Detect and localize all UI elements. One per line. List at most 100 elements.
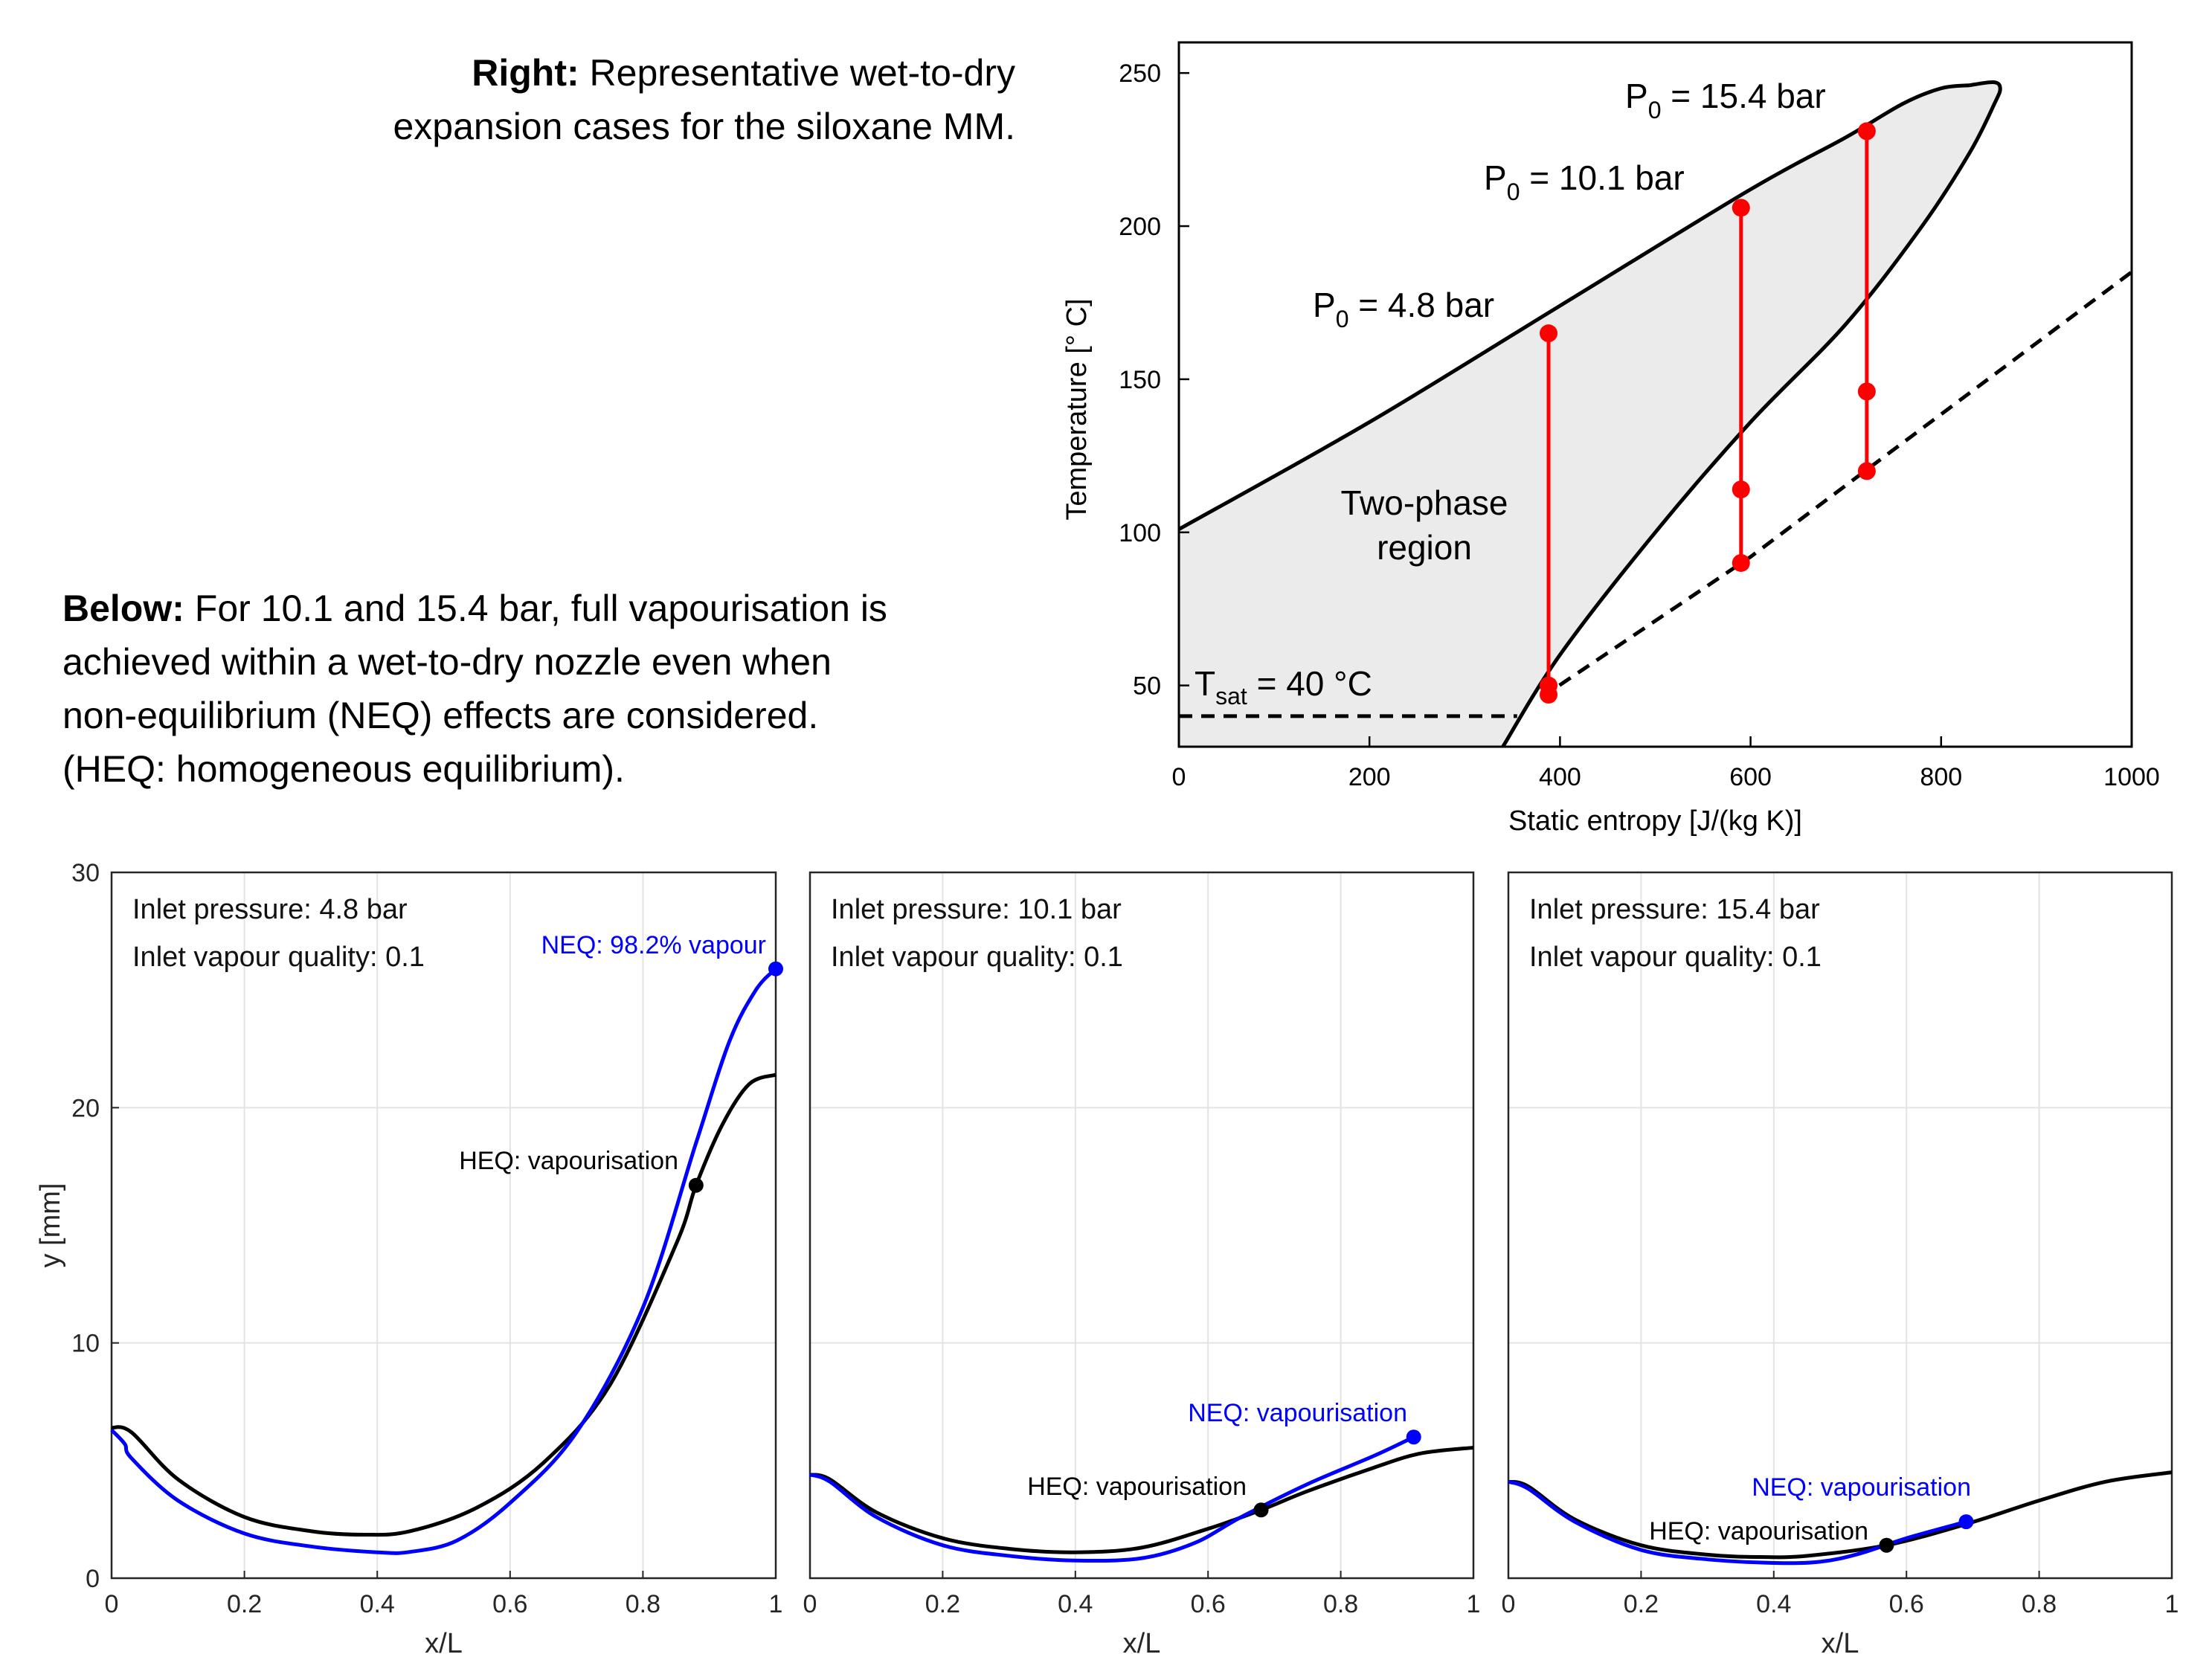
case-0-label: P0 = 4.8 bar — [1313, 286, 1494, 332]
right-caption-bold: Right: — [472, 52, 579, 94]
case-0-label-rest: = 4.8 bar — [1348, 286, 1494, 324]
right-caption-line-2: expansion cases for the siloxane MM. — [393, 106, 1015, 147]
ytick-label: 0 — [86, 1565, 100, 1593]
series-neq-line — [110, 967, 777, 1555]
xtick-label: 0.6 — [492, 1590, 527, 1618]
panel-frame — [110, 871, 777, 1580]
two-phase-region-label-2: region — [1377, 528, 1472, 567]
case-1-point-2 — [1732, 553, 1750, 572]
xtick-label: 0.2 — [227, 1590, 262, 1618]
case-2-label-sub: 0 — [1648, 97, 1662, 123]
ts-ytick-label: 150 — [1119, 366, 1161, 394]
below-caption-line-3: non-equilibrium (NEQ) effects are consid… — [62, 695, 819, 736]
xlabel: x/L — [1822, 1628, 1859, 1659]
right-caption-text-1: Representative wet-to-dry — [579, 52, 1015, 94]
annotation-inlet-pressure: Inlet pressure: 4.8 bar — [132, 894, 408, 925]
dry-expansion-dashed-line — [1540, 270, 2132, 700]
xtick-label: 1 — [769, 1590, 783, 1618]
case-1-label: P0 = 10.1 bar — [1484, 158, 1685, 205]
ts-ytick-label: 250 — [1119, 59, 1161, 88]
saturated-vapour-line — [1501, 80, 2002, 747]
xtick-label: 0 — [105, 1590, 119, 1618]
xlabel: x/L — [1123, 1628, 1161, 1659]
ts-frame — [1177, 41, 2133, 748]
ts-xtick-label: 0 — [1172, 763, 1186, 791]
marker-neq — [1958, 1514, 1974, 1530]
xtick-label: 0.4 — [1756, 1590, 1791, 1618]
xtick-label: 0.2 — [1624, 1590, 1659, 1618]
case-1-label-sub: 0 — [1507, 178, 1520, 205]
xtick-label: 1 — [1467, 1590, 1481, 1618]
nozzle-panel-1: 0 0.2 0.4 0.6 0.8 1 x/L HEQ: vapourisation NEQ: … — [803, 871, 1481, 1659]
marker-neq — [1406, 1429, 1421, 1445]
case-1-point-1 — [1732, 480, 1750, 499]
tsat-label-T: T — [1195, 664, 1215, 703]
annotation-inlet-quality: Inlet vapour quality: 0.1 — [132, 942, 425, 973]
marker-label-heq: HEQ: vapourisation — [1027, 1473, 1247, 1501]
marker-neq — [768, 961, 783, 977]
marker-heq — [1253, 1502, 1269, 1518]
ylabel: y [mm] — [35, 1183, 66, 1268]
ts-xtick-label: 800 — [1920, 763, 1962, 791]
ytick-label: 30 — [71, 859, 100, 887]
ts-xlabel: Static entropy [J/(kg K)] — [1508, 805, 1802, 837]
ts-xtick-label: 400 — [1539, 763, 1581, 791]
ts-ytick-label: 100 — [1119, 519, 1161, 547]
series-heq-line — [111, 1072, 777, 1537]
ts-xtick-label: 200 — [1348, 763, 1391, 791]
ytick-label: 10 — [71, 1330, 100, 1358]
series-heq-line — [809, 1445, 1474, 1554]
annotation-inlet-quality: Inlet vapour quality: 0.1 — [1529, 942, 1822, 973]
below-caption-line-1: Below: For 10.1 and 15.4 bar, full vapou… — [62, 582, 1089, 635]
ts-chart: 0 200 400 600 800 1000 50 100 150 200 250 Static en… — [1061, 41, 2160, 837]
series-heq-line — [1508, 1470, 2173, 1560]
tsat-label: Tsat = 40 °C — [1195, 664, 1372, 710]
case-2-label-P: P — [1625, 77, 1648, 115]
xtick-label: 0 — [1502, 1590, 1516, 1618]
xtick-label: 0.6 — [1889, 1590, 1924, 1618]
case-0-point-0 — [1540, 324, 1558, 343]
below-caption-line-2: achieved within a wet-to-dry nozzle even… — [62, 641, 832, 683]
ts-xtick-label: 1000 — [2103, 763, 2160, 791]
marker-label-neq: NEQ: 98.2% vapour — [541, 931, 766, 959]
xtick-label: 0.2 — [925, 1590, 960, 1618]
xtick-label: 0.6 — [1191, 1590, 1226, 1618]
below-caption-bold: Below: — [62, 588, 184, 629]
tsat-label-sub: sat — [1215, 683, 1247, 710]
ts-ytick-label: 200 — [1119, 213, 1161, 241]
xtick-label: 0.8 — [626, 1590, 660, 1618]
panel-frame — [1507, 871, 2173, 1580]
saturated-liquid-line — [1179, 83, 1970, 531]
xtick-label: 0 — [803, 1590, 817, 1618]
xtick-label: 0.4 — [1058, 1590, 1093, 1618]
panel-frame — [808, 871, 1475, 1580]
case-1-label-P: P — [1484, 158, 1507, 197]
tsat-label-rest: = 40 °C — [1247, 664, 1372, 703]
case-1-point-0 — [1732, 199, 1750, 217]
case-0-label-P: P — [1313, 286, 1336, 324]
annotation-inlet-quality: Inlet vapour quality: 0.1 — [831, 942, 1123, 973]
marker-label-neq: NEQ: vapourisation — [1752, 1473, 1971, 1502]
marker-heq — [688, 1177, 704, 1193]
annotation-inlet-pressure: Inlet pressure: 10.1 bar — [831, 894, 1122, 925]
annotation-inlet-pressure: Inlet pressure: 15.4 bar — [1529, 894, 1820, 925]
xtick-label: 1 — [2165, 1590, 2179, 1618]
case-0-point-2 — [1540, 686, 1558, 704]
marker-label-heq: HEQ: vapourisation — [1649, 1517, 1868, 1545]
below-caption-line-4: (HEQ: homogeneous equilibrium). — [62, 748, 625, 790]
case-2-point-1 — [1857, 382, 1876, 401]
ts-ytick-label: 50 — [1133, 672, 1161, 701]
two-phase-region-fill — [1179, 82, 2001, 747]
nozzle-panel-0: 0 0.2 0.4 0.6 0.8 1 x/L 0 10 20 30 y [mm] HEQ: vapou… — [35, 859, 783, 1659]
marker-label-heq: HEQ: vapourisation — [459, 1147, 678, 1175]
right-caption: Right: Representative wet-to-dry expansi… — [186, 46, 1015, 153]
case-2-label-rest: = 15.4 bar — [1661, 77, 1825, 115]
nozzle-panel-2: 0 0.2 0.4 0.6 0.8 1 x/L HEQ: vapourisation NEQ: … — [1502, 871, 2179, 1659]
xtick-label: 0.8 — [1323, 1590, 1358, 1618]
case-1-label-rest: = 10.1 bar — [1520, 158, 1684, 197]
case-0-label-sub: 0 — [1336, 306, 1349, 332]
marker-heq — [1879, 1537, 1894, 1553]
case-2-point-2 — [1857, 462, 1876, 480]
xlabel: x/L — [425, 1628, 463, 1659]
